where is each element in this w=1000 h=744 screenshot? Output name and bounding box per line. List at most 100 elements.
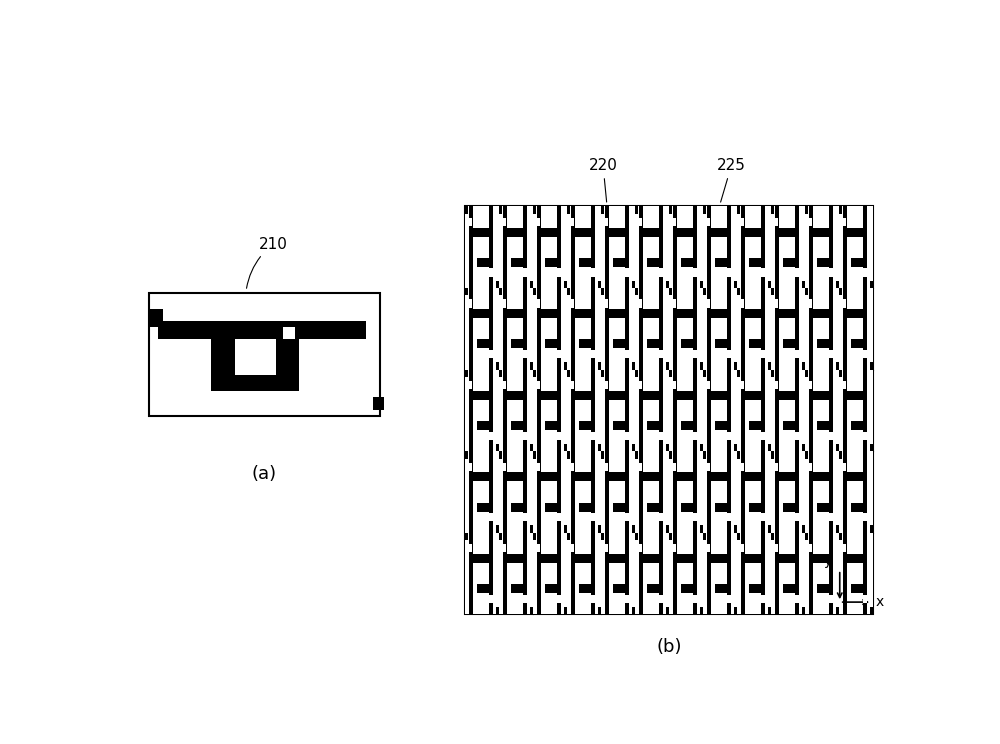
Bar xyxy=(771,370,774,377)
Bar xyxy=(639,544,642,552)
Bar xyxy=(666,607,669,615)
Bar xyxy=(533,288,567,370)
Bar xyxy=(503,381,506,389)
Bar xyxy=(802,525,805,533)
Bar xyxy=(530,607,533,615)
Bar xyxy=(605,533,609,615)
Bar xyxy=(647,584,661,593)
Bar xyxy=(715,503,729,512)
Bar xyxy=(465,206,873,615)
Bar xyxy=(601,288,604,295)
Bar xyxy=(813,391,829,400)
Bar xyxy=(829,370,833,451)
Bar xyxy=(707,533,711,615)
Bar xyxy=(605,451,609,533)
Bar xyxy=(564,362,567,370)
Bar xyxy=(737,533,771,615)
Bar xyxy=(795,595,799,603)
Bar xyxy=(496,444,499,451)
Bar xyxy=(211,376,299,391)
Bar xyxy=(771,288,805,370)
Bar xyxy=(741,533,745,615)
Bar xyxy=(635,451,669,533)
Bar xyxy=(579,584,593,593)
Bar xyxy=(700,607,703,615)
Bar xyxy=(741,288,745,370)
Bar xyxy=(703,206,706,214)
Bar xyxy=(783,503,797,512)
Bar xyxy=(805,370,839,451)
Bar xyxy=(775,451,779,533)
Bar xyxy=(741,463,744,471)
Bar xyxy=(809,544,812,552)
Bar xyxy=(805,206,808,214)
Text: 210: 210 xyxy=(247,237,287,288)
Bar xyxy=(591,432,595,440)
Bar xyxy=(625,595,629,603)
Bar xyxy=(839,206,842,214)
Bar xyxy=(499,451,533,533)
Bar xyxy=(545,257,559,266)
Bar xyxy=(741,544,744,552)
Bar xyxy=(737,206,771,288)
Bar xyxy=(829,432,833,440)
Bar xyxy=(659,269,663,277)
Bar xyxy=(613,584,627,593)
Bar xyxy=(681,503,695,512)
Bar xyxy=(503,451,507,533)
Bar xyxy=(783,584,797,593)
Bar xyxy=(839,288,873,370)
Bar xyxy=(795,269,799,277)
Bar xyxy=(802,362,805,370)
Bar xyxy=(870,280,873,288)
Bar xyxy=(749,584,763,593)
Bar xyxy=(673,299,676,307)
Bar xyxy=(673,544,676,552)
Bar xyxy=(567,533,570,540)
Bar xyxy=(693,350,697,358)
Bar xyxy=(693,288,697,370)
Bar xyxy=(809,299,812,307)
Bar xyxy=(775,370,779,451)
Bar xyxy=(727,269,731,277)
Bar xyxy=(741,451,745,533)
Bar xyxy=(693,206,697,288)
Bar xyxy=(707,451,711,533)
Bar xyxy=(564,280,567,288)
Bar xyxy=(477,584,491,593)
Bar xyxy=(749,339,763,348)
Bar xyxy=(567,288,601,370)
Bar xyxy=(503,370,507,451)
Bar xyxy=(591,533,595,615)
Bar xyxy=(598,607,601,615)
Bar xyxy=(489,595,493,603)
Bar xyxy=(737,451,771,533)
Bar xyxy=(768,607,771,615)
Bar xyxy=(567,533,601,615)
Bar xyxy=(843,463,846,471)
Bar xyxy=(591,451,595,533)
Bar xyxy=(666,444,669,451)
Bar xyxy=(817,339,831,348)
Bar xyxy=(734,525,737,533)
Bar xyxy=(605,218,608,226)
Bar xyxy=(591,370,595,451)
Bar xyxy=(643,554,659,563)
Bar xyxy=(673,370,677,451)
Bar xyxy=(567,206,570,214)
Bar xyxy=(625,533,629,615)
Bar xyxy=(805,288,839,370)
Bar xyxy=(870,362,873,370)
Bar xyxy=(693,451,697,533)
Bar xyxy=(737,370,740,377)
Bar xyxy=(473,391,489,400)
Bar xyxy=(771,533,774,540)
Bar xyxy=(703,370,706,377)
Bar xyxy=(741,370,745,451)
Bar xyxy=(707,463,710,471)
Bar xyxy=(761,432,765,440)
Bar xyxy=(591,288,595,370)
Bar xyxy=(809,370,813,451)
Bar xyxy=(843,218,846,226)
Bar xyxy=(847,554,863,563)
